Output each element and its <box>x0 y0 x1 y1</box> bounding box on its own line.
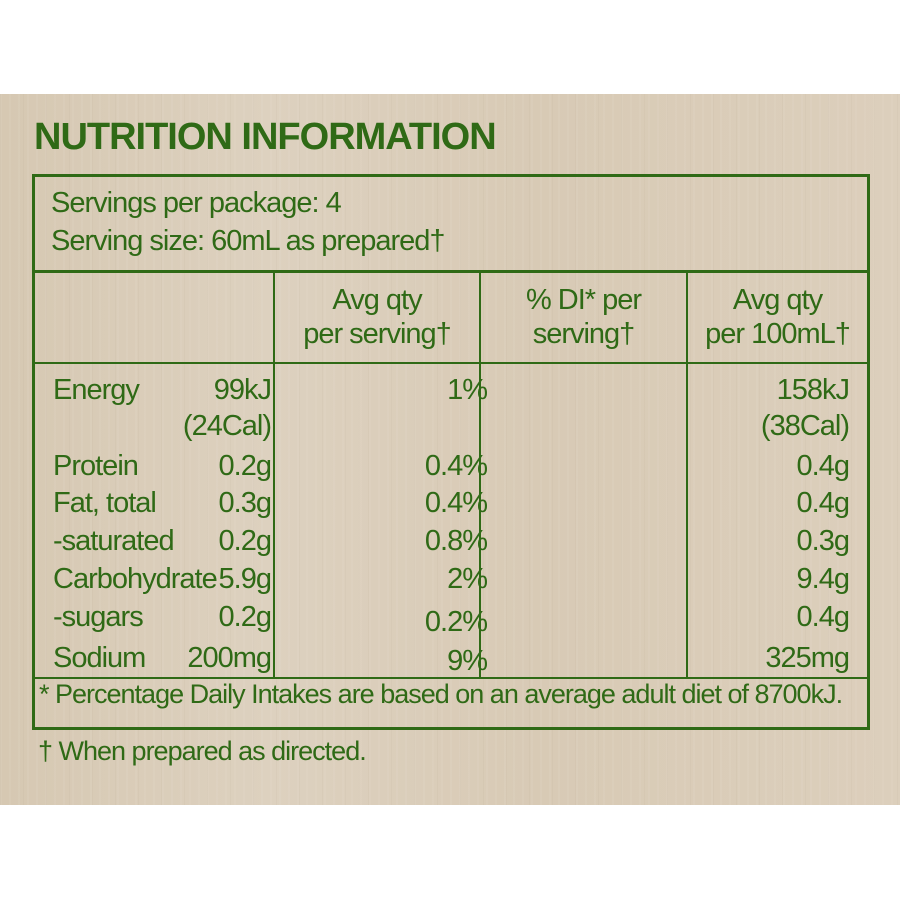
header-avg-serving-line2: per serving† <box>303 318 452 350</box>
row-label-energy: Energy <box>53 374 140 406</box>
nutrition-title: NUTRITION INFORMATION <box>34 116 497 158</box>
row-label-sugars: -sugars <box>53 601 144 633</box>
cell-energy-100ml: 158kJ <box>776 374 850 406</box>
cell-sugars-serving: 0.2g <box>218 601 272 633</box>
row-label-carbohydrate: Carbohydrate <box>53 563 218 595</box>
cell-saturated-di: 0.8% <box>424 525 488 557</box>
column-divider-1 <box>273 273 275 677</box>
cell-energy-di: 1% <box>447 374 488 406</box>
cell-saturated-100ml: 0.3g <box>796 525 850 557</box>
header-avg-100ml-line2: per 100mL† <box>705 318 851 350</box>
header-avg-100ml-line1: Avg qty <box>732 284 823 316</box>
cell-sodium-100ml: 325mg <box>765 642 850 674</box>
header-avg-serving: Avg qty per serving† <box>275 283 479 351</box>
cell-fat-100ml: 0.4g <box>796 487 850 519</box>
di-footnote: * Percentage Daily Intakes are based on … <box>39 679 843 709</box>
header-percent-di-line1: % DI* per <box>525 284 642 316</box>
cell-protein-serving: 0.2g <box>218 450 272 482</box>
footnote-divider <box>35 677 867 679</box>
header-avg-serving-line1: Avg qty <box>332 284 422 316</box>
column-divider-3 <box>686 273 688 677</box>
column-divider-2 <box>479 273 481 677</box>
row-label-protein: Protein <box>53 450 139 482</box>
prepared-footnote: † When prepared as directed. <box>38 736 367 766</box>
cell-sugars-100ml: 0.4g <box>796 601 850 633</box>
cell-carbohydrate-di: 2% <box>447 563 488 595</box>
serving-info-box: Servings per package: 4 Serving size: 60… <box>35 177 867 273</box>
header-avg-100ml: Avg qty per 100mL† <box>688 283 867 351</box>
cell-sodium-di: 9% <box>447 645 488 677</box>
cell-carbohydrate-serving: 5.9g <box>218 563 272 595</box>
servings-per-package: Servings per package: 4 <box>51 187 342 219</box>
cell-energy-cal-serving: (24Cal) <box>182 410 272 442</box>
cell-protein-100ml: 0.4g <box>796 450 850 482</box>
cell-carbohydrate-100ml: 9.4g <box>796 563 850 595</box>
header-percent-di: % DI* per serving† <box>481 283 686 351</box>
row-label-fat-total: Fat, total <box>53 487 157 519</box>
cell-fat-di: 0.4% <box>424 487 488 519</box>
header-divider <box>35 362 867 364</box>
cell-protein-di: 0.4% <box>424 450 488 482</box>
header-percent-di-line2: serving† <box>532 318 636 350</box>
cell-sugars-di: 0.2% <box>424 606 488 638</box>
label-background <box>0 94 900 805</box>
row-label-saturated: -saturated <box>53 525 175 557</box>
cell-sodium-serving: 200mg <box>187 642 272 674</box>
cell-energy-cal-100ml: (38Cal) <box>760 410 850 442</box>
cell-fat-serving: 0.3g <box>218 487 272 519</box>
cell-energy-serving: 99kJ <box>213 374 272 406</box>
row-label-sodium: Sodium <box>53 642 146 674</box>
serving-size: Serving size: 60mL as prepared† <box>51 225 445 257</box>
nutrition-table: Servings per package: 4 Serving size: 60… <box>32 174 870 730</box>
cell-saturated-serving: 0.2g <box>218 525 272 557</box>
